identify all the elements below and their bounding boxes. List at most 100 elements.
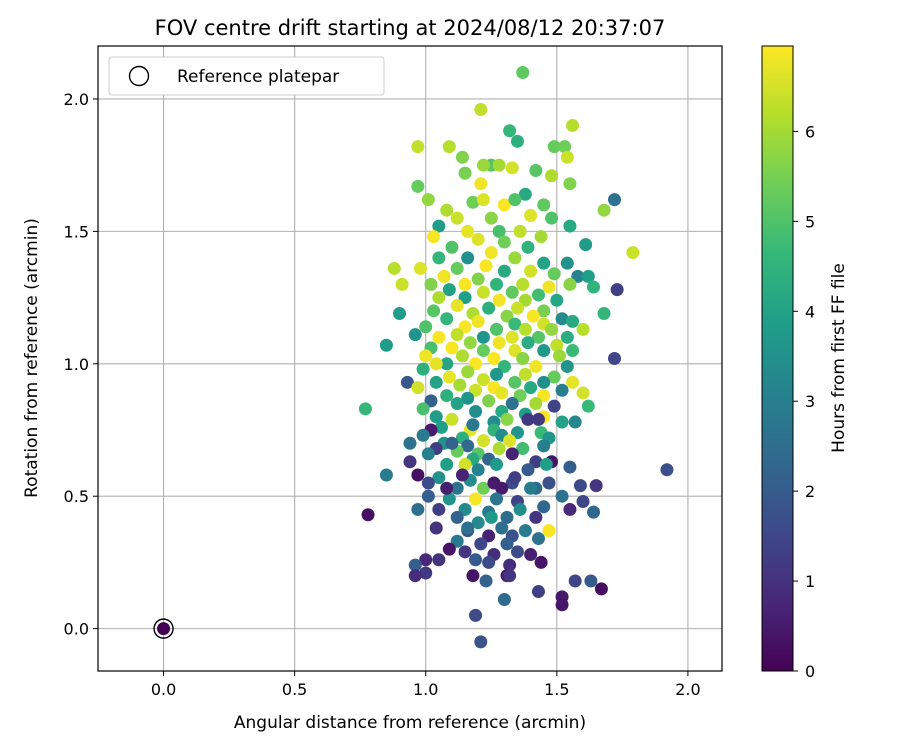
data-point: [521, 463, 535, 477]
data-point: [421, 489, 435, 503]
data-point: [469, 383, 483, 397]
data-point: [516, 65, 530, 79]
colorbar-tick-label: 5: [805, 212, 815, 231]
data-point: [450, 510, 464, 524]
data-point: [513, 224, 527, 238]
data-point: [450, 481, 464, 495]
data-point: [440, 389, 454, 403]
colorbar-tick-label: 3: [805, 392, 815, 411]
data-point: [513, 502, 527, 516]
data-point: [476, 344, 490, 358]
data-point: [547, 399, 561, 413]
data-point: [455, 349, 469, 363]
data-point: [442, 370, 456, 384]
data-point: [550, 338, 564, 352]
data-point: [476, 481, 490, 495]
chart-title: FOV centre drift starting at 2024/08/12 …: [155, 16, 666, 40]
data-point: [566, 344, 580, 358]
reference-ring: [153, 618, 174, 639]
data-point: [471, 232, 485, 246]
data-point: [568, 415, 582, 429]
data-point: [442, 492, 456, 506]
x-tick-label: 1.5: [544, 680, 569, 699]
data-point: [361, 508, 375, 522]
data-point: [455, 150, 469, 164]
data-point: [505, 161, 519, 175]
data-point: [458, 277, 472, 291]
data-point: [358, 402, 372, 416]
data-point: [521, 240, 535, 254]
data-point: [497, 359, 511, 373]
data-point: [510, 545, 524, 559]
data-point: [529, 397, 543, 411]
data-point: [563, 277, 577, 291]
data-point: [576, 322, 590, 336]
data-point: [560, 330, 574, 344]
data-point: [411, 140, 425, 154]
data-point: [555, 383, 569, 397]
x-axis-label: Angular distance from reference (arcmin): [234, 713, 586, 733]
y-tick-label: 2.0: [64, 90, 89, 109]
plot-frame: [97, 45, 723, 672]
data-point: [500, 537, 514, 551]
data-point: [594, 582, 608, 596]
data-point: [610, 283, 624, 297]
data-point: [508, 471, 522, 485]
data-point: [479, 259, 493, 273]
data-point: [560, 256, 574, 270]
data-point: [518, 524, 532, 538]
data-point: [563, 219, 577, 233]
data-point: [497, 264, 511, 278]
data-point: [660, 463, 674, 477]
data-point: [508, 193, 522, 207]
data-point: [440, 357, 454, 371]
x-tick-label: 0.0: [151, 680, 176, 699]
y-axis-ticks: 0.0 0.5 1.0 1.5 2.0: [64, 90, 98, 639]
data-point: [419, 566, 433, 580]
data-point: [563, 177, 577, 191]
data-point: [608, 193, 622, 207]
data-point: [571, 269, 585, 283]
data-point: [531, 532, 545, 546]
data-point: [581, 269, 595, 283]
data-point: [479, 574, 493, 588]
data-point: [547, 267, 561, 281]
data-point: [510, 426, 524, 440]
colorbar-ticks: 0 1 2 3 4 5 6: [793, 122, 815, 681]
x-axis-ticks: 0.0 0.5 1.0 1.5 2.0: [151, 671, 701, 699]
data-point: [379, 468, 393, 482]
data-point: [597, 203, 611, 217]
data-point: [490, 457, 504, 471]
data-point: [487, 352, 501, 365]
data-point: [445, 341, 459, 355]
data-point: [521, 336, 535, 350]
data-point: [550, 293, 564, 307]
data-point: [495, 386, 509, 400]
data-point: [490, 322, 504, 336]
data-point: [471, 516, 485, 530]
data-point: [400, 375, 414, 389]
data-point: [529, 163, 543, 177]
data-point: [461, 251, 475, 265]
data-point: [492, 293, 506, 307]
data-point: [573, 479, 587, 493]
data-point: [458, 320, 472, 334]
data-point: [429, 410, 443, 424]
data-point: [581, 399, 595, 413]
data-point: [547, 370, 561, 384]
data-point: [508, 251, 522, 265]
data-point: [411, 468, 425, 482]
data-point: [545, 169, 559, 183]
x-tick-label: 2.0: [675, 680, 700, 699]
data-point: [411, 179, 425, 193]
data-point: [521, 412, 535, 426]
data-point: [518, 322, 532, 336]
data-point: [471, 463, 485, 477]
data-point: [505, 447, 519, 461]
data-point: [450, 211, 464, 225]
data-point: [432, 219, 446, 233]
data-point: [539, 457, 553, 471]
colorbar-tick-label: 4: [805, 302, 815, 321]
data-point: [518, 187, 532, 201]
data-point: [587, 505, 601, 519]
